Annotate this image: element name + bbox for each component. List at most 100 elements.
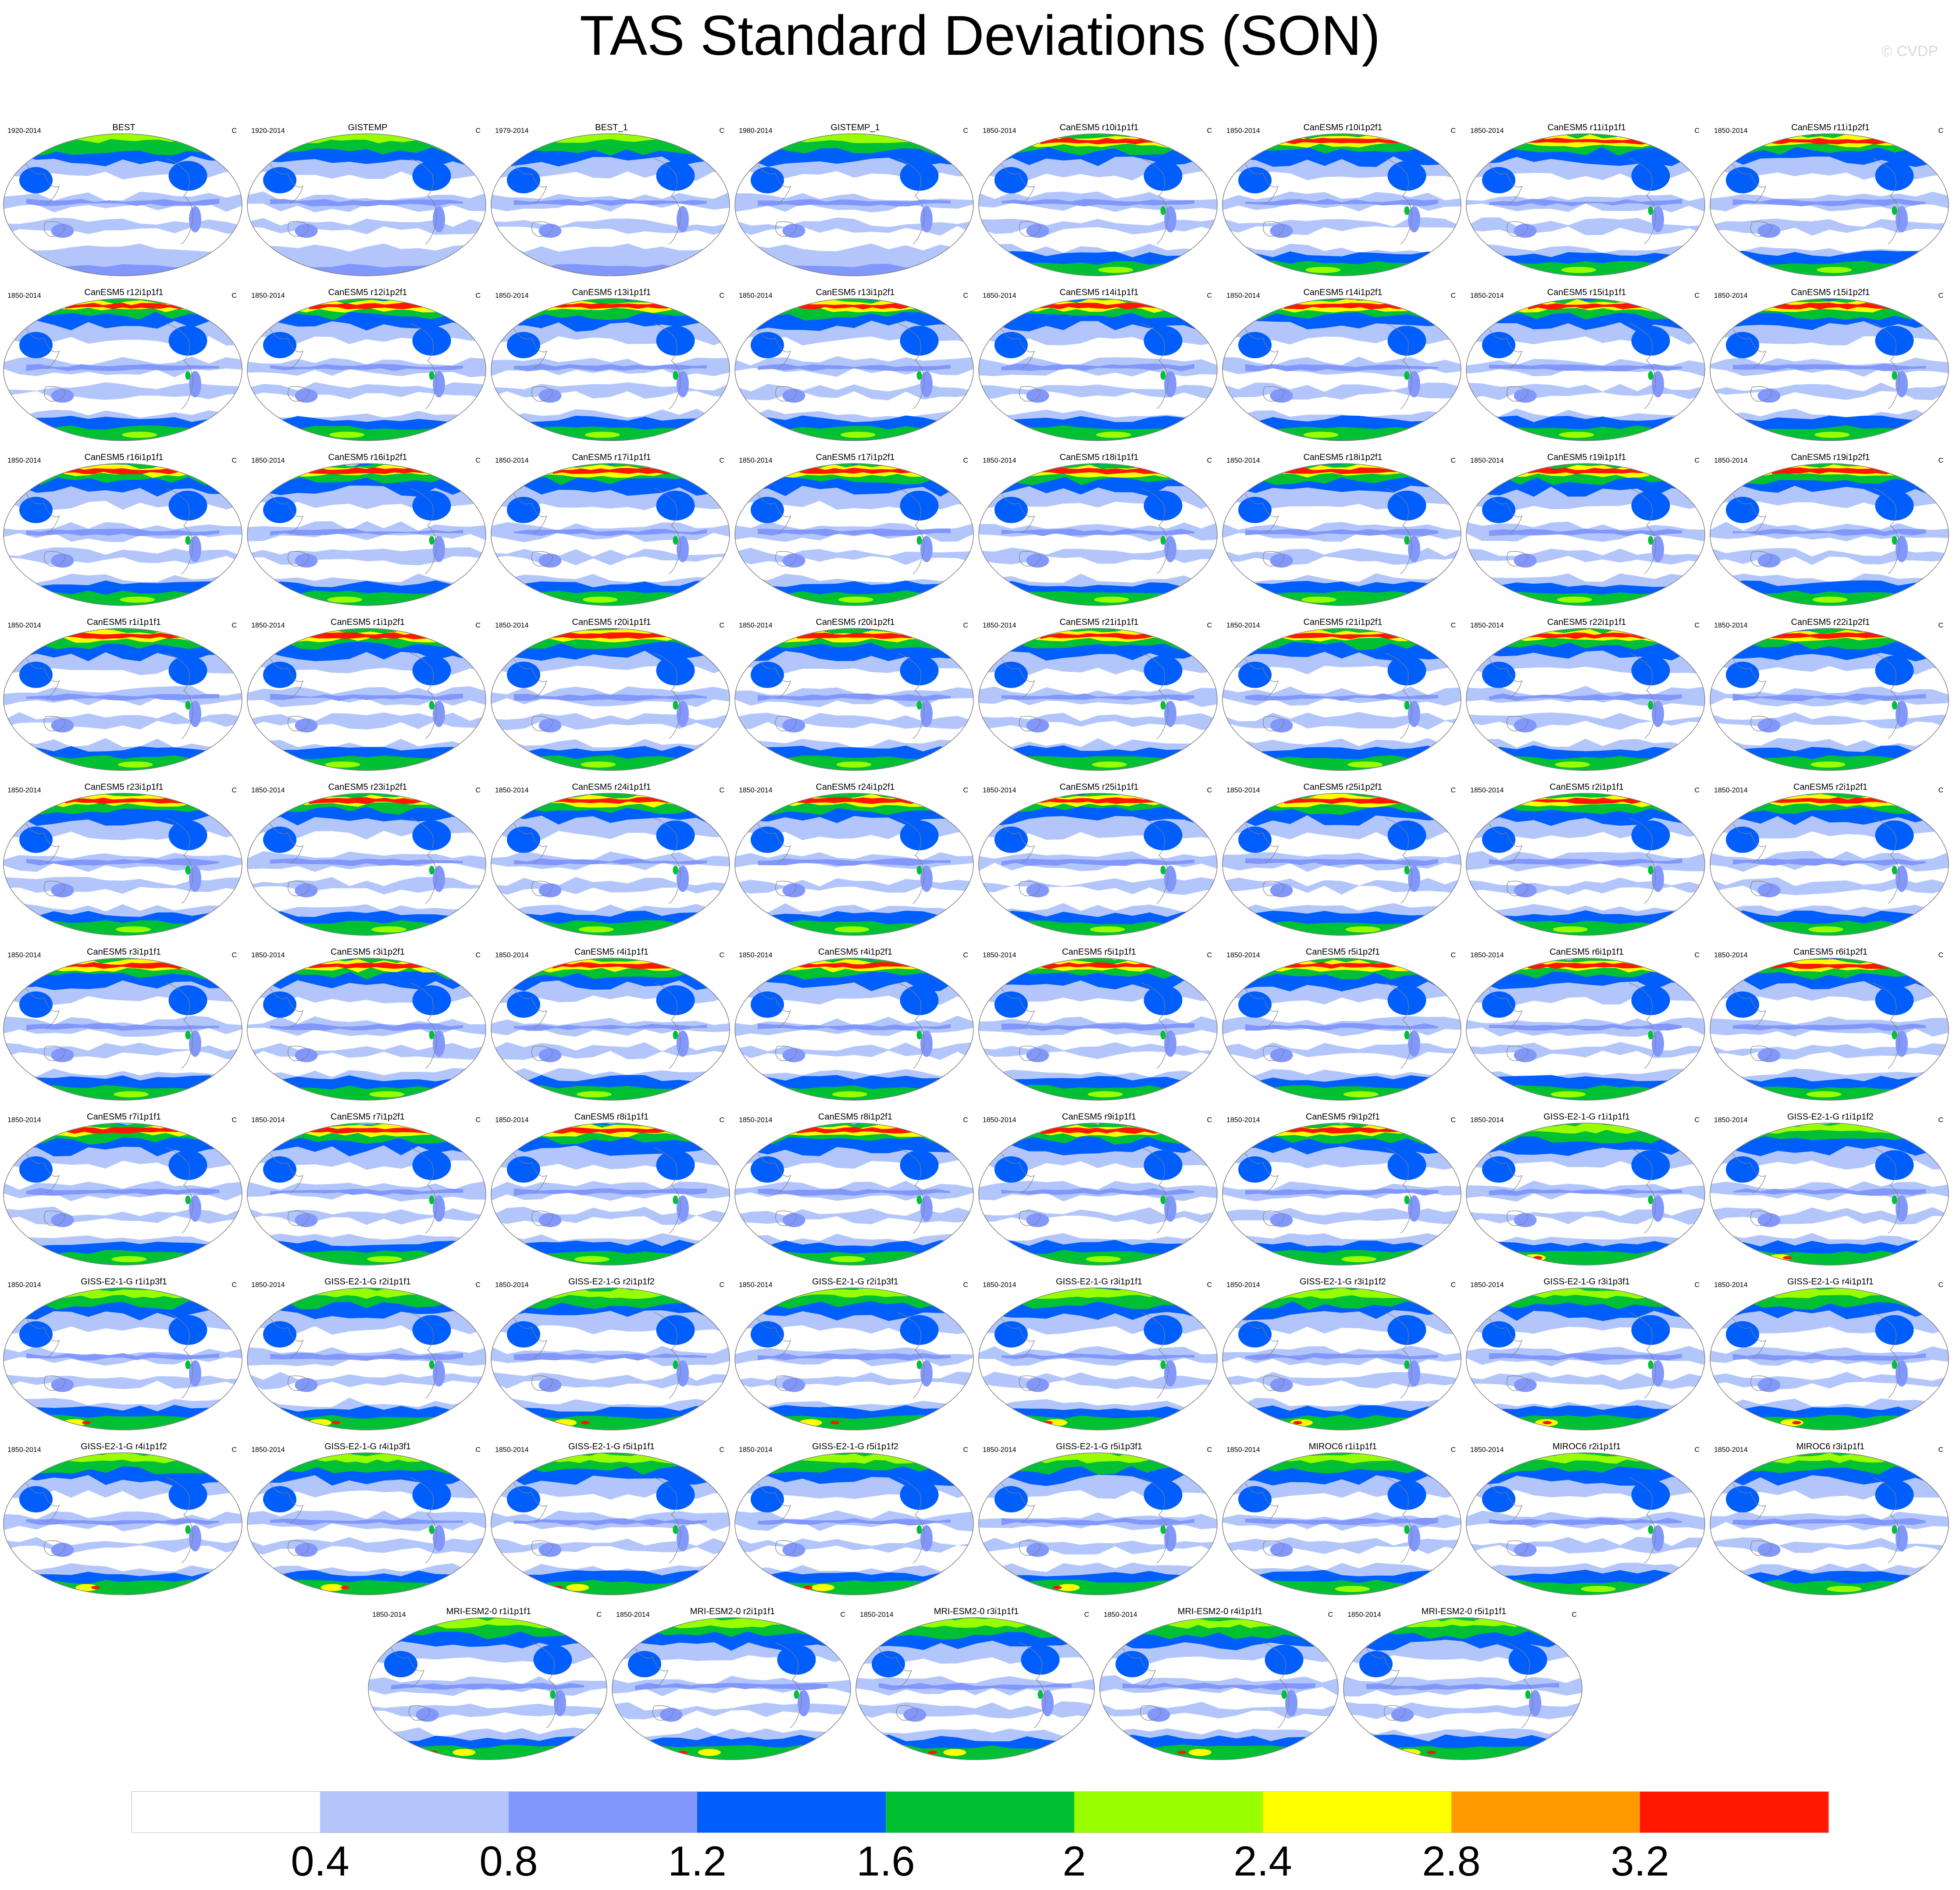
coastlines xyxy=(513,488,681,574)
coastlines xyxy=(270,323,437,409)
panel-period: 1850-2014 xyxy=(739,292,773,300)
map-outline xyxy=(491,298,730,441)
asia-land-patch xyxy=(751,1156,784,1183)
south-america-land-patch xyxy=(677,1360,689,1387)
map-outline xyxy=(247,793,486,936)
panel-period: 1850-2014 xyxy=(1226,787,1260,794)
south-lime-patch xyxy=(1092,761,1127,768)
coastlines xyxy=(270,982,437,1069)
australia-land-patch xyxy=(295,718,318,733)
south-america-land-patch xyxy=(189,536,201,562)
panel-units: C xyxy=(1694,787,1700,794)
coastline-america xyxy=(1141,488,1169,574)
north-america-land-patch xyxy=(1508,1645,1547,1675)
panel-title: GISS-E2-1-G r4i1p1f1 xyxy=(1787,1277,1874,1287)
robinson-map xyxy=(491,133,730,276)
coastline-america xyxy=(410,488,437,574)
north-red-band xyxy=(1771,302,1905,310)
map-panel: CanESM5 r16i1p2f1 1850-2014 C xyxy=(246,445,489,607)
coastline-asia xyxy=(270,164,304,204)
coastline-asia xyxy=(757,1483,791,1523)
map-outline xyxy=(491,628,730,771)
robinson-map xyxy=(1710,298,1949,441)
low-variance-band xyxy=(735,1192,973,1216)
south-lime-patch xyxy=(1581,1586,1616,1592)
asia-land-patch xyxy=(1238,167,1272,193)
north-red-band xyxy=(1040,467,1173,474)
map-panel: CanESM5 r7i1p2f1 1850-2014 C xyxy=(246,1104,489,1266)
coastlines xyxy=(1001,982,1169,1069)
coastline-asia xyxy=(270,988,304,1029)
map-panel: CanESM5 r25i1p1f1 1850-2014 C xyxy=(977,774,1221,937)
australia-land-patch xyxy=(51,1213,74,1227)
north-america-land-patch xyxy=(1021,1645,1060,1675)
north-america-land-patch xyxy=(656,161,695,191)
south-america-land-patch xyxy=(433,371,445,397)
panel-units: C xyxy=(963,457,968,464)
panel-period: 1850-2014 xyxy=(372,1611,406,1619)
asia-land-patch xyxy=(263,661,296,688)
south-green-band xyxy=(1222,1250,1461,1265)
australia-land-patch xyxy=(1270,1543,1293,1557)
australia-land-patch xyxy=(538,1048,562,1063)
north-america-land-patch xyxy=(1631,820,1670,850)
tropical-stripe xyxy=(879,1683,1072,1690)
asia-land-patch xyxy=(1726,167,1759,193)
panel-period: 1850-2014 xyxy=(7,292,41,300)
north-america-land-patch xyxy=(1265,1645,1304,1675)
amazon-patch xyxy=(1404,1031,1410,1040)
map-outline xyxy=(3,1123,242,1266)
map-outline xyxy=(1222,793,1461,936)
asia-land-patch xyxy=(1238,661,1272,688)
coastline-asia xyxy=(757,988,791,1029)
panel-title: MRI-ESM2-0 r2i1p1f1 xyxy=(690,1607,775,1616)
north-red-band xyxy=(65,962,198,969)
low-variance-band xyxy=(979,699,1217,721)
south-america-land-patch xyxy=(920,1195,933,1222)
coastline-australia xyxy=(1019,221,1041,237)
low-variance-band xyxy=(4,336,242,366)
coastline-asia xyxy=(1245,329,1279,369)
australia-land-patch xyxy=(416,1708,439,1722)
map-panel: CanESM5 r9i1p2f1 1850-2014 C xyxy=(1221,1104,1465,1266)
tropical-stripe xyxy=(1001,1188,1194,1195)
coastlines xyxy=(1001,817,1169,904)
south-red-patch xyxy=(331,1421,341,1425)
coastline-america xyxy=(897,158,925,244)
map-panel: CanESM5 r12i1p2f1 1850-2014 C xyxy=(246,280,489,442)
low-variance-band xyxy=(491,1192,730,1216)
south-america-land-patch xyxy=(433,1525,445,1551)
coastline-america xyxy=(410,653,437,739)
north-america-land-patch xyxy=(412,985,451,1015)
coastline-asia xyxy=(26,1153,60,1194)
asia-land-patch xyxy=(1238,1486,1272,1512)
coastline-america xyxy=(1872,158,1900,244)
north-red-band xyxy=(309,797,442,804)
coastlines xyxy=(513,817,681,904)
panel-units: C xyxy=(963,1116,968,1124)
panel-units: C xyxy=(475,1281,481,1289)
panel-title: CanESM5 r22i1p1f1 xyxy=(1547,617,1626,627)
asia-land-patch xyxy=(751,826,784,853)
coastline-america xyxy=(1141,982,1169,1069)
robinson-map xyxy=(1222,1452,1461,1595)
colorbar-segment xyxy=(886,1791,1075,1833)
north-red-band xyxy=(1284,797,1417,804)
robinson-map xyxy=(1710,133,1949,276)
panel-period: 1850-2014 xyxy=(1470,457,1504,464)
south-lime-patch xyxy=(1826,1586,1862,1592)
south-america-land-patch xyxy=(920,371,933,397)
panel-period: 1920-2014 xyxy=(251,127,285,135)
tropical-stripe xyxy=(1733,1023,1926,1031)
coastline-asia xyxy=(757,164,791,204)
south-america-land-patch xyxy=(1896,701,1908,727)
coastline-america xyxy=(1629,488,1656,574)
asia-land-patch xyxy=(507,167,540,193)
map-outline xyxy=(247,298,486,441)
panel-title: CanESM5 r23i1p1f1 xyxy=(84,782,164,792)
low-variance-band xyxy=(4,1050,242,1077)
south-america-land-patch xyxy=(1896,536,1908,562)
coastline-australia xyxy=(44,551,66,567)
map-panel: CanESM5 r5i1p1f1 1850-2014 C xyxy=(977,939,1221,1102)
coastline-australia xyxy=(1507,551,1529,567)
